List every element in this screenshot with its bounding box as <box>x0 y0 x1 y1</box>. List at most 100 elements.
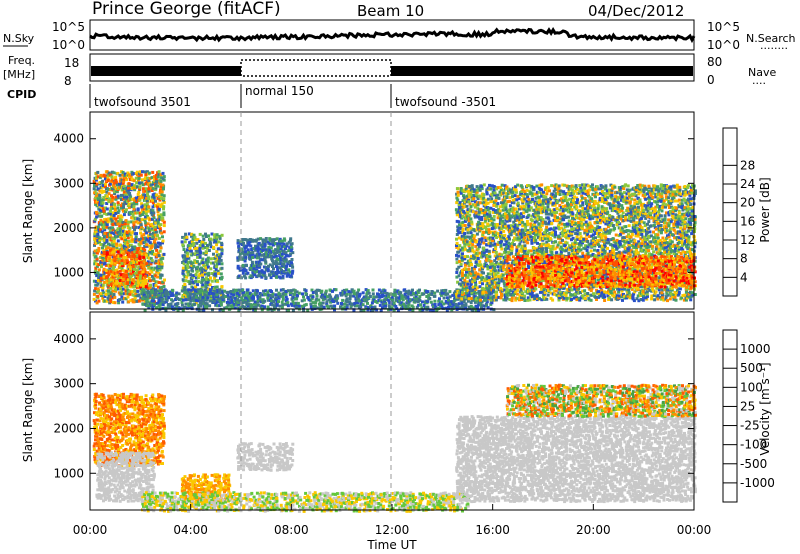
data-bin <box>154 188 158 192</box>
data-bin <box>150 294 154 298</box>
data-bin <box>232 288 236 292</box>
data-bin <box>164 306 168 310</box>
data-bin <box>113 207 117 211</box>
data-bin <box>119 281 123 285</box>
data-bin <box>210 272 214 275</box>
data-bin <box>181 298 185 302</box>
data-bin <box>543 206 547 210</box>
data-bin <box>271 238 274 242</box>
data-bin <box>101 179 105 183</box>
data-bin <box>111 184 115 188</box>
data-bin <box>207 278 211 282</box>
data-bin <box>139 274 143 278</box>
data-bin <box>154 284 158 287</box>
data-bin <box>289 274 293 278</box>
data-bin <box>219 303 223 307</box>
data-bin <box>436 289 440 293</box>
data-bin <box>311 291 315 294</box>
data-bin <box>136 271 140 275</box>
data-bin <box>140 292 144 296</box>
data-bin <box>243 238 247 241</box>
data-bin <box>132 261 136 265</box>
data-bin <box>534 211 538 215</box>
data-bin <box>116 211 120 214</box>
data-bin <box>125 259 129 263</box>
data-bin <box>159 257 163 261</box>
data-bin <box>197 274 201 278</box>
data-bin <box>104 263 108 267</box>
data-bin <box>276 244 280 248</box>
data-bin <box>205 235 208 238</box>
data-bin <box>143 271 147 274</box>
data-bin <box>281 297 285 301</box>
data-bin <box>481 276 485 280</box>
data-bin <box>275 272 279 276</box>
data-bin <box>140 211 144 214</box>
data-bin <box>146 300 150 304</box>
data-bin <box>202 237 206 241</box>
data-bin <box>111 202 115 206</box>
data-bin <box>102 251 106 254</box>
data-bin <box>121 208 125 212</box>
data-bin <box>500 247 504 251</box>
data-bin <box>104 177 107 181</box>
data-bin <box>247 250 251 254</box>
data-bin <box>203 293 207 297</box>
data-bin <box>201 268 205 272</box>
data-bin <box>116 171 120 175</box>
data-bin <box>93 243 96 247</box>
data-bin <box>341 298 345 302</box>
data-bin <box>100 243 104 246</box>
data-bin <box>265 255 269 259</box>
data-bin <box>147 234 151 238</box>
data-bin <box>159 260 163 264</box>
data-bin <box>526 241 530 245</box>
data-bin <box>256 270 260 274</box>
data-bin <box>122 244 126 248</box>
cpid-strip: CPID twofsound 3501 normal 150 twofsound… <box>7 84 496 109</box>
data-bin <box>143 177 147 180</box>
data-bin <box>99 173 103 177</box>
data-bin <box>139 239 142 243</box>
data-bin <box>142 255 146 259</box>
data-bin <box>270 254 273 258</box>
data-bin <box>290 258 294 261</box>
data-bin <box>190 261 194 265</box>
data-bin <box>198 239 202 243</box>
data-bin <box>208 299 212 303</box>
data-bin <box>122 175 126 179</box>
data-bin <box>485 192 489 196</box>
data-bin <box>262 265 266 269</box>
data-bin <box>145 215 149 218</box>
data-bin <box>111 300 115 304</box>
data-bin <box>129 195 133 199</box>
data-bin <box>229 295 233 299</box>
data-bin <box>124 289 128 293</box>
data-bin <box>97 299 101 303</box>
data-bin <box>241 238 245 241</box>
data-bin <box>127 272 131 276</box>
data-bin <box>96 235 100 238</box>
data-bin <box>101 296 105 300</box>
data-bin <box>236 256 240 260</box>
data-bin <box>505 296 509 300</box>
data-bin <box>155 306 158 310</box>
data-bin <box>487 249 491 253</box>
data-bin <box>147 209 151 213</box>
data-bin <box>114 175 118 179</box>
data-bin <box>122 269 126 273</box>
data-bin <box>358 292 362 296</box>
data-bin <box>111 228 115 232</box>
data-bin <box>276 248 280 252</box>
data-bin <box>129 298 133 302</box>
data-bin <box>296 301 300 305</box>
data-bin <box>131 254 135 258</box>
data-bin <box>478 201 482 205</box>
data-bin <box>92 297 96 301</box>
data-bin <box>531 197 534 201</box>
data-bin <box>215 293 219 297</box>
data-bin <box>348 297 352 300</box>
data-bin <box>127 245 131 249</box>
data-bin <box>232 290 236 294</box>
data-bin <box>269 242 273 246</box>
